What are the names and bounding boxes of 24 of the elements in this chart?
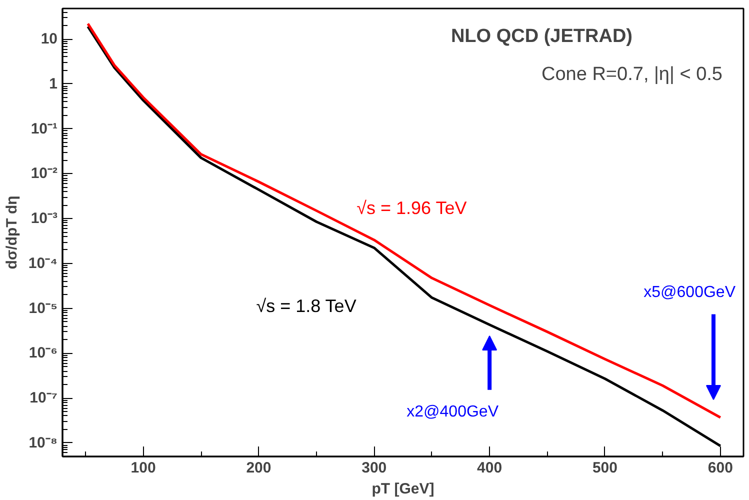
x-tick-label: 500 [592, 460, 618, 476]
y-tick-label: 10⁻⁴ [28, 254, 58, 272]
text: NLO QCD (JETRAD) [450, 26, 633, 47]
annotation: x2@400GeV [406, 403, 499, 420]
y-tick-label: 10 [40, 30, 58, 48]
x-tick-label: 100 [130, 460, 156, 476]
x-axis-title: pT [GeV] [372, 480, 434, 498]
series-label: √s = 1.96 TeV [356, 198, 467, 218]
text: Cone R=0.7, |η| < 0.5 [542, 64, 723, 85]
annotation: x5@600GeV [644, 284, 736, 301]
x-tick-label: 400 [477, 460, 502, 476]
y-axis-title: dσ/dpT dη [3, 196, 20, 270]
y-tick-label: 10⁻⁷ [30, 390, 58, 407]
x-tick-label: 600 [708, 460, 733, 476]
y-tick-label: 10⁻¹ [30, 120, 58, 138]
y-tick-label: 10⁻⁶ [28, 344, 58, 362]
y-tick-label: 10⁻⁸ [28, 434, 58, 452]
x-tick-label: 300 [362, 460, 387, 476]
y-tick-label: 10⁻³ [30, 210, 58, 228]
y-tick-label: 10⁻² [30, 165, 58, 182]
y-tick-label: 10⁻⁵ [28, 300, 58, 317]
text: √s = 1.8 TeV [256, 296, 356, 316]
y-tick-label: 1 [49, 75, 58, 92]
x-tick-label: 200 [246, 460, 272, 476]
